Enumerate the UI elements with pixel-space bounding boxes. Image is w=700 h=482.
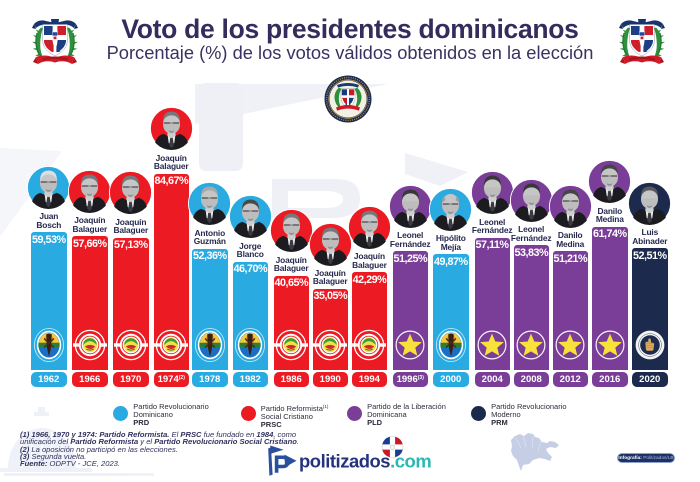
svg-text:politizados.com: politizados.com <box>299 451 431 472</box>
